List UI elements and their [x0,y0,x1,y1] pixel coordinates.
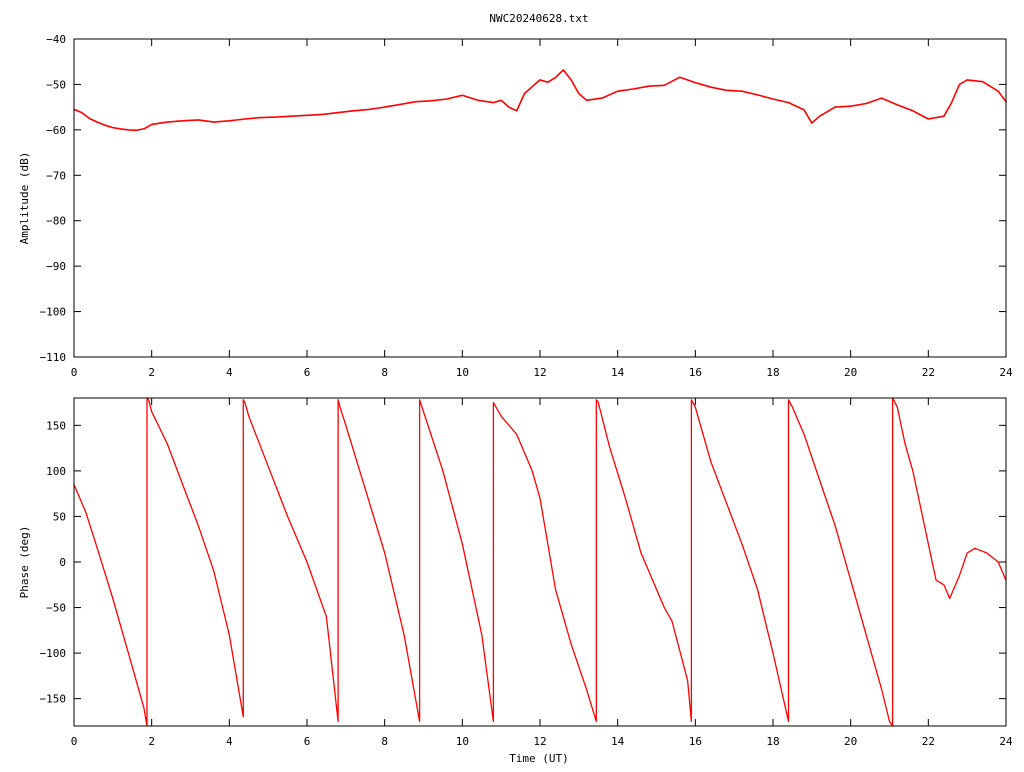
chart-title: NWC20240628.txt [489,12,588,25]
amplitude-y-tick-label: −40 [46,33,66,46]
phase-x-tick-label: 16 [689,735,702,748]
amplitude-x-tick-label: 4 [226,366,233,379]
amplitude-x-tick-label: 18 [766,366,779,379]
phase-y-tick-label: 150 [46,419,66,432]
amplitude-x-tick-label: 24 [999,366,1013,379]
x-axis-label: Time (UT) [509,752,569,765]
phase-x-tick-label: 10 [456,735,469,748]
phase-x-tick-label: 20 [844,735,857,748]
phase-x-tick-label: 8 [381,735,388,748]
amplitude-x-tick-label: 0 [71,366,78,379]
amplitude-y-tick-label: −50 [46,78,66,91]
amplitude-y-tick-label: −90 [46,260,66,273]
amplitude-x-tick-label: 10 [456,366,469,379]
phase-x-tick-label: 24 [999,735,1013,748]
phase-plot-frame [73,397,1007,727]
amplitude-plot-frame [73,38,1007,358]
phase-x-tick-label: 18 [766,735,779,748]
amplitude-y-axis-label: Amplitude (dB) [18,152,31,245]
amplitude-x-tick-label: 12 [533,366,546,379]
amplitude-y-tick-label: −80 [46,215,66,228]
amplitude-x-tick-label: 22 [922,366,935,379]
amplitude-series-line [73,69,1007,132]
phase-x-tick-label: 22 [922,735,935,748]
phase-series-line [73,397,1007,727]
amplitude-x-tick-label: 14 [611,366,625,379]
phase-x-tick-label: 0 [71,735,78,748]
amplitude-y-tick-label: −60 [46,124,66,137]
phase-y-tick-label: 50 [53,510,66,523]
amplitude-x-tick-label: 16 [689,366,702,379]
phase-x-tick-label: 6 [304,735,311,748]
phase-y-axis-label: Phase (deg) [18,526,31,599]
phase-y-tick-label: −150 [40,693,67,706]
amplitude-y-tick-label: −70 [46,169,66,182]
phase-y-tick-label: −100 [40,647,67,660]
phase-y-tick-label: −50 [46,602,66,615]
amplitude-panel: 0 2 4 6 8 10 12 14 16 18 20 22 24−40−50−60−70−80−90−… [18,33,1013,379]
amplitude-x-tick-label: 20 [844,366,857,379]
phase-x-tick-label: 14 [611,735,625,748]
amplitude-x-tick-label: 8 [381,366,388,379]
phase-panel: 0 2 4 6 8 10 12 14 16 18 20 22 24150100500−50−100−15… [18,397,1013,748]
phase-y-tick-label: 100 [46,465,66,478]
amplitude-x-tick-label: 6 [304,366,311,379]
amplitude-x-tick-label: 2 [148,366,155,379]
phase-x-tick-label: 4 [226,735,233,748]
amplitude-y-tick-label: −100 [40,306,67,319]
phase-x-tick-label: 2 [148,735,155,748]
amplitude-y-tick-label: −110 [40,351,67,364]
phase-x-tick-label: 12 [533,735,546,748]
phase-y-tick-label: 0 [59,556,66,569]
